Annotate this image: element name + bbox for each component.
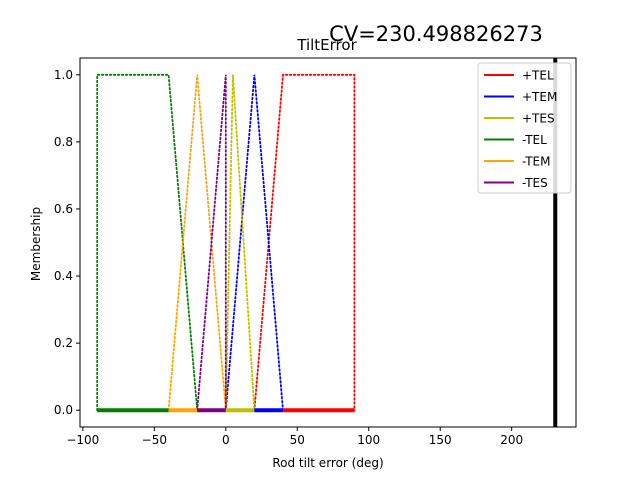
legend-label: -TEM [522,155,551,169]
legend-label: +TEL [522,69,554,83]
x-tick-label: −50 [142,433,167,447]
y-tick-label: 0.4 [54,269,73,283]
legend: +TEL +TEM +TES -TEL -TEM -TES [477,62,572,194]
y-tick-label: 1.0 [54,68,73,82]
series-line-2 [224,74,256,412]
x-tick-label: −100 [66,433,99,447]
series-line-0 [224,73,356,412]
x-tick-label: 150 [429,433,452,447]
legend-label: -TEL [522,133,547,147]
y-tick-label: 0.6 [54,202,73,216]
plot-area [96,58,558,427]
legend-label: -TES [522,176,548,190]
x-tick-label: 0 [222,433,230,447]
x-tick-label: 50 [290,433,305,447]
x-tick-label: 100 [357,433,380,447]
chart-title: TiltError [296,36,357,54]
legend-box [477,62,572,194]
y-tick-label: 0.8 [54,135,73,149]
cv-annotation: CV=230.498826273 [329,22,543,46]
x-axis-label: Rod tilt error (deg) [272,456,383,470]
series-line-1 [224,74,284,412]
y-axis-label: Membership [29,207,43,281]
legend-label: +TEM [522,90,557,104]
series-line-4 [167,74,227,412]
series-line-5 [196,74,227,412]
y-tick-label: 0.2 [54,336,73,350]
axis-ticks: −100 −50 0 50 100 150 200 0.0 0.2 0.4 0.6 0.8 1.0 [54,68,523,447]
legend-label: +TES [522,112,555,126]
x-tick-label: 200 [500,433,523,447]
series-line-3 [96,73,227,412]
y-tick-label: 0.0 [54,403,73,417]
axes-frame [79,57,577,428]
